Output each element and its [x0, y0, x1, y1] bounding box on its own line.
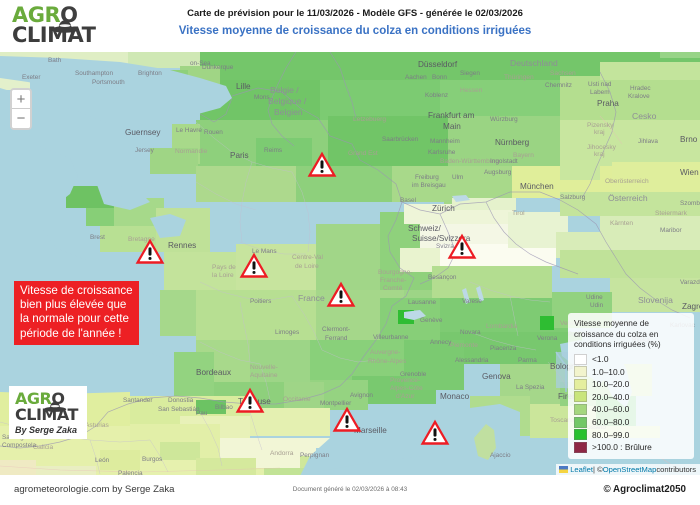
annotation-line-2: bien plus élevée que: [20, 298, 127, 312]
openstreetmap-link[interactable]: OpenStreetMap: [602, 465, 657, 474]
attribution-separator: | ©: [593, 465, 603, 474]
brand-logo-climat: CLIMAT: [12, 20, 122, 46]
map-watermark: AGRO CLIMAT By Serge Zaka: [9, 386, 87, 439]
annotation-line-4: période de l'année !: [20, 326, 122, 340]
warning-marker-lille[interactable]: [306, 150, 338, 184]
warning-marker-bretagne[interactable]: [134, 237, 166, 271]
warning-marker-provence[interactable]: [419, 418, 451, 452]
legend-row: 10.0–20.0: [574, 378, 688, 391]
legend-row: >100.0 : Brûlure: [574, 441, 688, 454]
legend-label: 40.0–60.0: [592, 404, 630, 415]
legend-label: >100.0 : Brûlure: [592, 442, 652, 453]
footer-generation-timestamp: Document généré le 02/03/2026 à 08:43: [292, 486, 408, 493]
annotation-line-1: Vitesse de croissance: [20, 284, 133, 297]
map-attribution[interactable]: Leaflet | © OpenStreetMap contributors: [556, 464, 700, 475]
leaflet-link[interactable]: Leaflet: [570, 465, 594, 474]
warning-marker-alsace[interactable]: [446, 232, 478, 266]
legend-title: Vitesse moyenne de croissance du colza e…: [574, 318, 661, 350]
leaflet-flag-icon: [559, 466, 569, 473]
legend-swatch: [574, 366, 587, 378]
legend-row: 60.0–80.0: [574, 416, 688, 429]
header-titles: Carte de prévision pour le 11/03/2026 - …: [140, 7, 570, 41]
legend-label: 80.0–99.0: [592, 429, 630, 440]
legend-swatch: [574, 441, 587, 453]
legend-label: 10.0–20.0: [592, 379, 630, 390]
legend-label: 20.0–40.0: [592, 391, 630, 402]
map-legend: Vitesse moyenne de croissance du colza e…: [568, 313, 694, 459]
hat-cloud-icon: [51, 20, 79, 33]
page-header: AGRO CLIMAT Carte de prévision pour le 1…: [0, 0, 700, 52]
zoom-in-button[interactable]: +: [12, 90, 30, 109]
watermark-logo-climat: CLIMAT: [15, 401, 81, 423]
warning-marker-toulouse[interactable]: [234, 386, 266, 420]
legend-swatch: [574, 416, 587, 428]
map-raster-layer: [0, 52, 700, 475]
legend-label: <1.0: [592, 354, 609, 365]
zoom-control[interactable]: + −: [10, 88, 32, 130]
legend-swatch: [574, 353, 587, 365]
zoom-out-button[interactable]: −: [12, 109, 30, 128]
legend-swatch: [574, 403, 587, 415]
brand-logo: AGRO CLIMAT: [12, 5, 122, 49]
hat-cloud-icon: [43, 401, 67, 412]
legend-label: 1.0–10.0: [592, 366, 625, 377]
warning-marker-centre[interactable]: [325, 280, 357, 314]
legend-row: 20.0–40.0: [574, 391, 688, 404]
legend-swatch: [574, 391, 587, 403]
footer-site-credit: agrometeorologie.com by Serge Zaka: [14, 484, 175, 495]
legend-row: <1.0: [574, 353, 688, 366]
legend-swatch: [574, 378, 587, 390]
legend-row: 40.0–60.0: [574, 403, 688, 416]
legend-swatch: [574, 429, 587, 441]
brand-logo-agro: AGRO: [12, 3, 78, 27]
annotation-callout: Vitesse de croissance bien plus élevée q…: [14, 281, 139, 345]
annotation-line-3: la normale pour cette: [20, 312, 129, 326]
warning-marker-pays-loire[interactable]: [238, 251, 270, 285]
footer-copyright: © Agroclimat2050: [603, 484, 686, 495]
forecast-map[interactable]: Exeter Southampton Portsmouth Brighton on-Se…: [0, 52, 700, 475]
attribution-suffix: contributors: [656, 465, 696, 474]
legend-entries: <1.0 1.0–10.0 10.0–20.0 20.0–40.0 40.0–60.0 6…: [574, 353, 688, 454]
legend-label: 60.0–80.0: [592, 417, 630, 428]
legend-row: 1.0–10.0: [574, 365, 688, 378]
page-footer: agrometeorologie.com by Serge Zaka Docum…: [0, 475, 700, 505]
forecast-subtitle: Carte de prévision pour le 11/03/2026 - …: [187, 8, 523, 19]
page-title: Vitesse moyenne de croissance du colza e…: [178, 25, 532, 37]
watermark-byline: By Serge Zaka: [15, 425, 78, 435]
legend-row: 80.0–99.0: [574, 428, 688, 441]
warning-marker-montpellier[interactable]: [331, 405, 363, 439]
